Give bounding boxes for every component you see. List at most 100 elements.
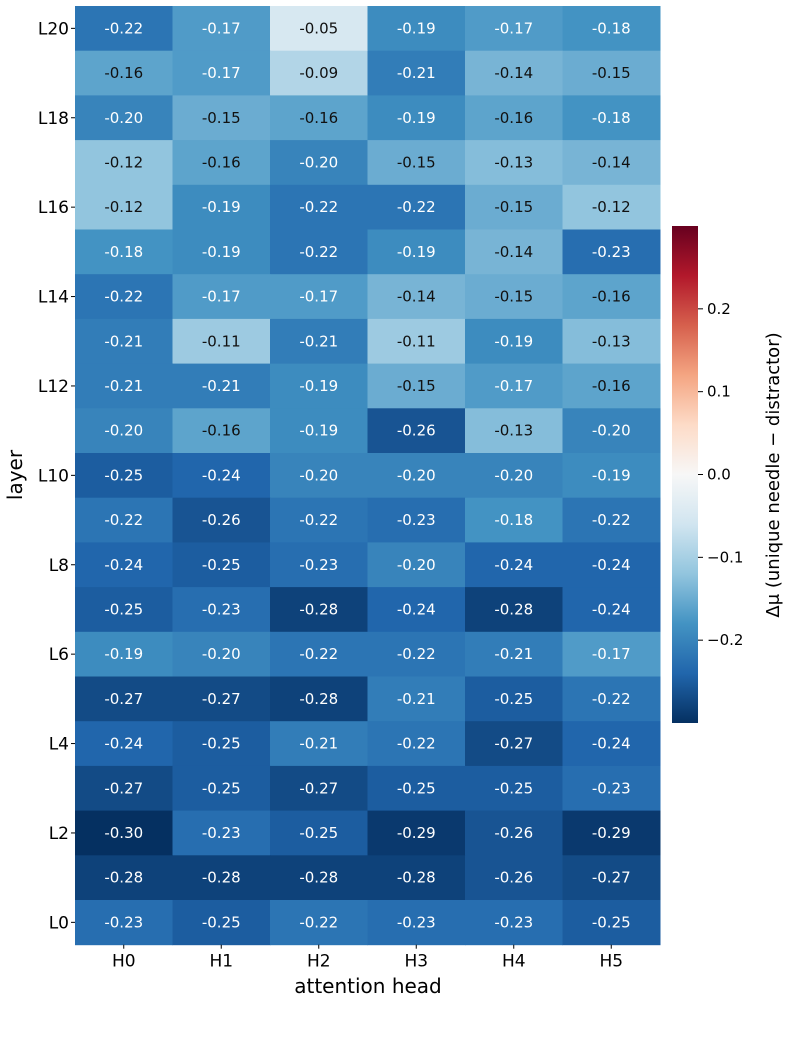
heatmap-cell (172, 631, 271, 677)
heatmap-cell (75, 587, 173, 633)
colorbar-tick-label: 0.2 (707, 300, 731, 318)
cell-value-label: -0.28 (299, 600, 338, 618)
cell-value-label: -0.20 (104, 109, 143, 127)
cell-value-label: -0.16 (592, 288, 631, 306)
heatmap-cell (75, 855, 173, 901)
cell-value-label: -0.09 (299, 64, 338, 82)
cell-value-label: -0.15 (202, 109, 241, 127)
cell-value-label: -0.27 (592, 869, 631, 887)
cell-value-label: -0.13 (494, 153, 533, 171)
heatmap-cell (270, 631, 368, 677)
heatmap-cell (367, 587, 466, 633)
x-tick-label: H3 (404, 952, 428, 972)
heatmap-cell (465, 900, 563, 946)
heatmap-cell (75, 95, 173, 141)
heatmap-cell (172, 274, 271, 320)
heatmap-cell (465, 810, 563, 856)
cell-value-label: -0.27 (494, 735, 533, 753)
heatmap-cell (562, 229, 661, 275)
cell-value-label: -0.14 (494, 243, 533, 261)
cell-value-label: -0.24 (397, 600, 436, 618)
heatmap-cell (562, 810, 661, 856)
heatmap-cell (172, 95, 271, 141)
heatmap-cell (465, 542, 563, 588)
heatmap-cell (367, 765, 466, 812)
heatmap-cell (562, 184, 661, 230)
cell-value-label: -0.14 (397, 288, 436, 306)
heatmap-cell (270, 855, 368, 901)
heatmap-cell (367, 50, 466, 96)
cell-value-label: -0.25 (104, 466, 143, 484)
heatmap-cell (75, 810, 173, 856)
cell-value-label: -0.15 (397, 153, 436, 171)
heatmap-cell (270, 587, 368, 633)
cell-value-label: -0.21 (397, 690, 436, 708)
colorbar-ticks: 0.2 0.1 0.0 −0.1 −0.2 (698, 300, 743, 649)
heatmap-cell (367, 6, 466, 52)
heatmap-cell (562, 587, 661, 633)
cell-value-label: -0.22 (299, 913, 338, 931)
heatmap-cell (465, 497, 563, 543)
heatmap-cell (172, 542, 271, 588)
cell-value-label: -0.16 (202, 422, 241, 440)
heatmap-cell (465, 184, 563, 230)
heatmap-cell (75, 408, 173, 454)
y-tick-label: L18 (38, 109, 69, 129)
cell-value-label: -0.23 (202, 600, 241, 618)
cell-value-label: -0.28 (299, 690, 338, 708)
cell-value-label: -0.22 (299, 198, 338, 216)
cell-value-label: -0.20 (397, 466, 436, 484)
cell-value-label: -0.28 (397, 869, 436, 887)
cell-value-label: -0.20 (299, 466, 338, 484)
heatmap-cell (75, 318, 173, 365)
heatmap-cell (367, 318, 466, 365)
heatmap-cell (172, 453, 271, 499)
cell-value-label: -0.18 (104, 243, 143, 261)
heatmap-cell (270, 363, 368, 409)
cell-value-label: -0.22 (299, 645, 338, 663)
cell-value-label: -0.26 (494, 869, 533, 887)
heatmap-cell (465, 855, 563, 901)
heatmap-cell (562, 497, 661, 543)
heatmap-cell (367, 453, 466, 499)
cell-value-label: -0.28 (104, 869, 143, 887)
heatmap-cell (75, 497, 173, 543)
heatmap-cell (465, 765, 563, 812)
heatmap-cell (172, 363, 271, 409)
heatmap-cell (465, 721, 563, 767)
heatmap-cell (562, 408, 661, 454)
heatmap-cell (465, 6, 563, 52)
cell-value-label: -0.24 (592, 600, 631, 618)
cell-value-label: -0.18 (592, 19, 631, 37)
heatmap-cell (172, 587, 271, 633)
heatmap-cell (562, 140, 661, 186)
heatmap-cell (172, 140, 271, 186)
heatmap-cell (75, 631, 173, 677)
cell-value-label: -0.19 (202, 198, 241, 216)
heatmap-cell (562, 631, 661, 677)
heatmap-cell (172, 408, 271, 454)
x-tick-label: H5 (599, 952, 623, 972)
y-tick-label: L10 (38, 466, 69, 486)
y-tick-label: L20 (38, 19, 69, 39)
heatmap-cell (367, 631, 466, 677)
heatmap-cell (172, 900, 271, 946)
heatmap-cell (270, 408, 368, 454)
cell-value-label: -0.24 (494, 556, 533, 574)
cell-value-label: -0.18 (592, 109, 631, 127)
heatmap-cell (562, 765, 661, 812)
x-tick-label: H4 (502, 952, 526, 972)
cell-value-label: -0.13 (592, 332, 631, 350)
cell-value-label: -0.23 (397, 913, 436, 931)
cell-value-label: -0.27 (299, 779, 338, 797)
cell-value-label: -0.19 (592, 466, 631, 484)
cell-value-label: -0.19 (397, 243, 436, 261)
cell-value-label: -0.26 (202, 511, 241, 529)
cell-value-label: -0.16 (202, 153, 241, 171)
heatmap-cell (367, 721, 466, 767)
colorbar-label: Δμ (unique needle − distractor) (763, 332, 784, 617)
cell-value-label: -0.25 (494, 690, 533, 708)
heatmap-cell (75, 676, 173, 722)
cell-value-label: -0.17 (592, 645, 631, 663)
heatmap-cell (367, 363, 466, 409)
